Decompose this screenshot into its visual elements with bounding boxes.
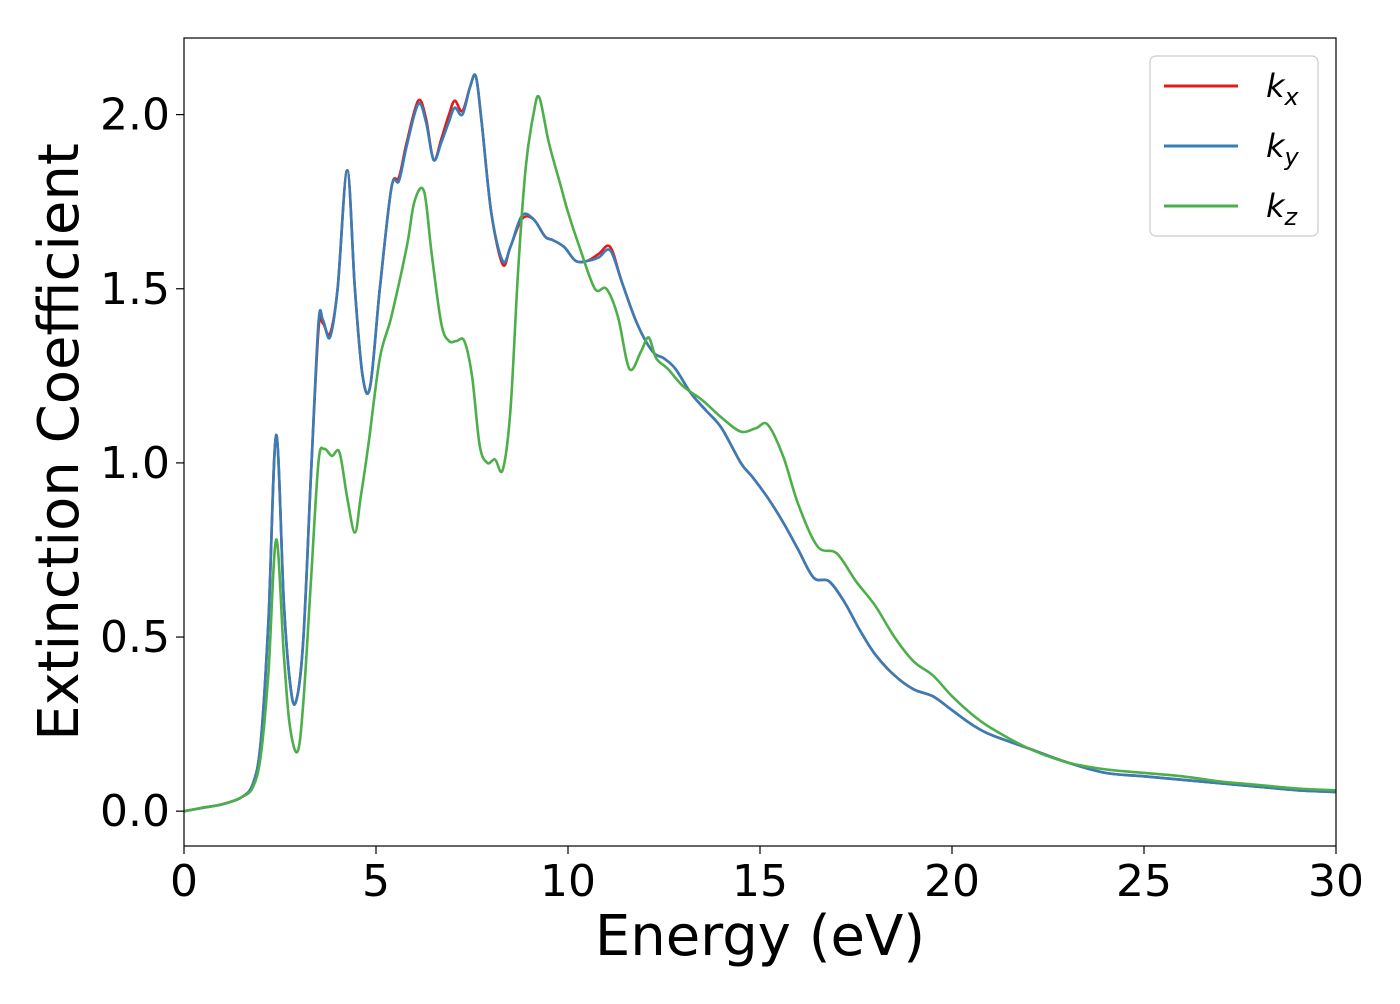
series-line-z: [183, 94, 1337, 813]
x-tick-label: 25: [1116, 856, 1172, 907]
x-ticks: 0 5 10 15 20 25 30: [170, 846, 1364, 907]
x-tick-label: 15: [732, 856, 788, 907]
series-layer: [183, 73, 1337, 813]
y-tick-label: 2.0: [100, 90, 170, 141]
x-tick-label: 5: [362, 856, 390, 907]
y-axis-label: Extinction Coefficient: [27, 143, 92, 741]
x-tick-label: 30: [1308, 856, 1364, 907]
y-tick-label: 0.5: [100, 612, 170, 663]
x-tick-label: 10: [540, 856, 596, 907]
y-tick-label: 0.0: [100, 786, 170, 837]
x-axis-label: Energy (eV): [595, 904, 925, 969]
x-tick-label: 0: [170, 856, 198, 907]
x-tick-label: 20: [924, 856, 980, 907]
y-tick-label: 1.0: [100, 438, 170, 489]
legend-label-x: kx: [1266, 67, 1300, 111]
y-ticks: 0.0 0.5 1.0 1.5 2.0: [100, 90, 184, 837]
legend-label-y: ky: [1266, 127, 1300, 171]
y-tick-label: 1.5: [100, 264, 170, 315]
series-line-y: [183, 73, 1337, 813]
